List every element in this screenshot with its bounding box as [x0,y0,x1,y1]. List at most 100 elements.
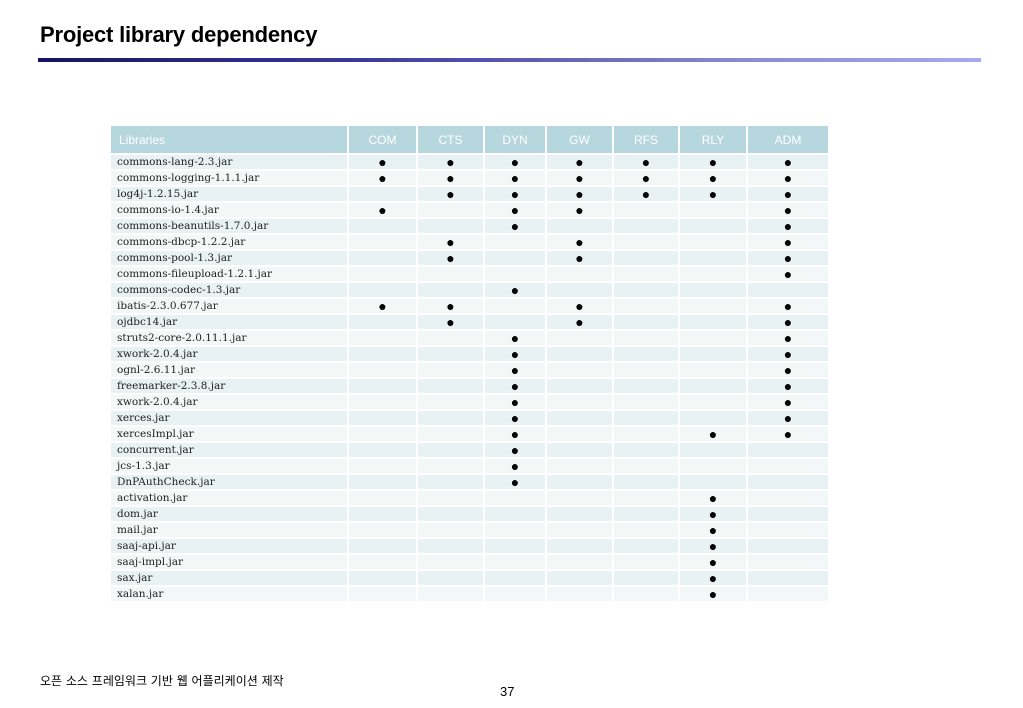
dependency-cell-dyn: ● [484,377,547,394]
dependency-cell-rfs: ● [613,153,680,170]
dependency-dot-icon: ● [510,474,520,490]
dependency-dot-icon: ● [510,218,520,234]
dependency-cell-com [348,265,418,282]
header-com: COM [348,126,418,154]
dependency-cell-dyn [484,265,547,282]
dependency-cell-com: ● [348,153,418,170]
dependency-dot-icon: ● [783,410,793,426]
dependency-cell-cts [417,345,485,362]
dependency-cell-adm: ● [747,313,830,330]
dependency-dot-icon: ● [510,170,520,186]
dependency-cell-com [348,425,418,442]
dependency-cell-dyn: ● [484,473,547,490]
dependency-cell-dyn: ● [484,169,547,186]
dependency-cell-rfs [613,217,680,234]
dependency-cell-gw: ● [546,201,614,218]
dependency-cell-rfs [613,201,680,218]
dependency-cell-cts [417,201,485,218]
library-name-cell: freemarker-2.3.8.jar [111,377,349,394]
dependency-cell-com [348,473,418,490]
dependency-cell-rfs [613,409,680,426]
dependency-cell-rly: ● [679,585,748,602]
dependency-cell-gw [546,281,614,298]
dependency-cell-adm: ● [747,329,830,346]
dependency-cell-com [348,249,418,266]
dependency-cell-cts [417,217,485,234]
table-row: freemarker-2.3.8.jar ● ● [111,377,830,394]
library-name-cell: jcs-1.3.jar [111,457,349,474]
dependency-dot-icon: ● [575,186,584,202]
dependency-cell-dyn: ● [484,329,547,346]
dependency-cell-dyn: ● [484,217,547,234]
dependency-dot-icon: ● [378,170,387,186]
dependency-cell-rfs [613,249,680,266]
dependency-cell-cts [417,537,485,554]
dependency-cell-cts [417,361,485,378]
dependency-cell-com [348,377,418,394]
table-row: log4j-1.2.15.jar ● ● ● ● ● ● [111,185,830,202]
dependency-cell-rfs [613,329,680,346]
library-name-cell: DnPAuthCheck.jar [111,473,349,490]
dependency-cell-rly [679,265,748,282]
dependency-cell-rfs [613,505,680,522]
table-row: xalan.jar ● [111,585,830,602]
dependency-dot-icon: ● [510,410,520,426]
dependency-cell-cts: ● [417,249,485,266]
dependency-cell-com [348,393,418,410]
dependency-cell-adm [747,457,830,474]
dependency-cell-com [348,457,418,474]
dependency-dot-icon: ● [510,282,520,298]
table-row: ognl-2.6.11.jar ● ● [111,361,830,378]
dependency-cell-dyn: ● [484,345,547,362]
table-row: DnPAuthCheck.jar ● [111,473,830,490]
dependency-cell-gw [546,473,614,490]
dependency-cell-cts [417,489,485,506]
dependency-cell-cts: ● [417,233,485,250]
dependency-dot-icon: ● [708,490,718,506]
dependency-dot-icon: ● [783,394,793,410]
dependency-dot-icon: ● [510,362,520,378]
dependency-cell-gw: ● [546,185,614,202]
dependency-dot-icon: ● [641,170,651,186]
dependency-cell-dyn [484,553,547,570]
dependency-cell-dyn: ● [484,425,547,442]
table-row: commons-dbcp-1.2.2.jar ● ● ● [111,233,830,250]
dependency-dot-icon: ● [378,298,387,314]
dependency-dot-icon: ● [575,170,584,186]
dependency-cell-rly [679,393,748,410]
library-name-cell: saaj-api.jar [111,537,349,554]
dependency-cell-rly [679,361,748,378]
dependency-cell-com [348,441,418,458]
library-name-cell: xalan.jar [111,585,349,601]
dependency-cell-rfs: ● [613,185,680,202]
library-name-cell: ojdbc14.jar [111,313,349,330]
dependency-cell-gw [546,377,614,394]
dependency-cell-adm: ● [747,265,830,282]
dependency-dot-icon: ● [575,234,584,250]
dependency-cell-rly: ● [679,569,748,586]
dependency-dot-icon: ● [575,314,584,330]
dependency-dot-icon: ● [708,522,718,538]
dependency-cell-rly [679,313,748,330]
dependency-cell-adm: ● [747,249,830,266]
dependency-cell-dyn [484,537,547,554]
library-name-cell: commons-lang-2.3.jar [111,153,349,170]
dependency-cell-rfs [613,233,680,250]
dependency-cell-cts: ● [417,153,485,170]
dependency-dot-icon: ● [708,570,718,586]
table-row: activation.jar ● [111,489,830,506]
dependency-cell-rfs [613,569,680,586]
dependency-dot-icon: ● [783,314,793,330]
dependency-cell-com [348,281,418,298]
dependency-cell-rfs [613,361,680,378]
dependency-dot-icon: ● [783,330,793,346]
dependency-dot-icon: ● [783,298,793,314]
dependency-dot-icon: ● [575,298,584,314]
dependency-dot-icon: ● [510,346,520,362]
table-body: commons-lang-2.3.jar ● ● ● ● ● ● ● commons-loggi… [111,153,830,602]
library-name-cell: commons-fileupload-1.2.1.jar [111,265,349,282]
dependency-dot-icon: ● [708,586,718,602]
dependency-cell-rfs [613,489,680,506]
dependency-cell-adm: ● [747,169,830,186]
dependency-cell-dyn: ● [484,185,547,202]
